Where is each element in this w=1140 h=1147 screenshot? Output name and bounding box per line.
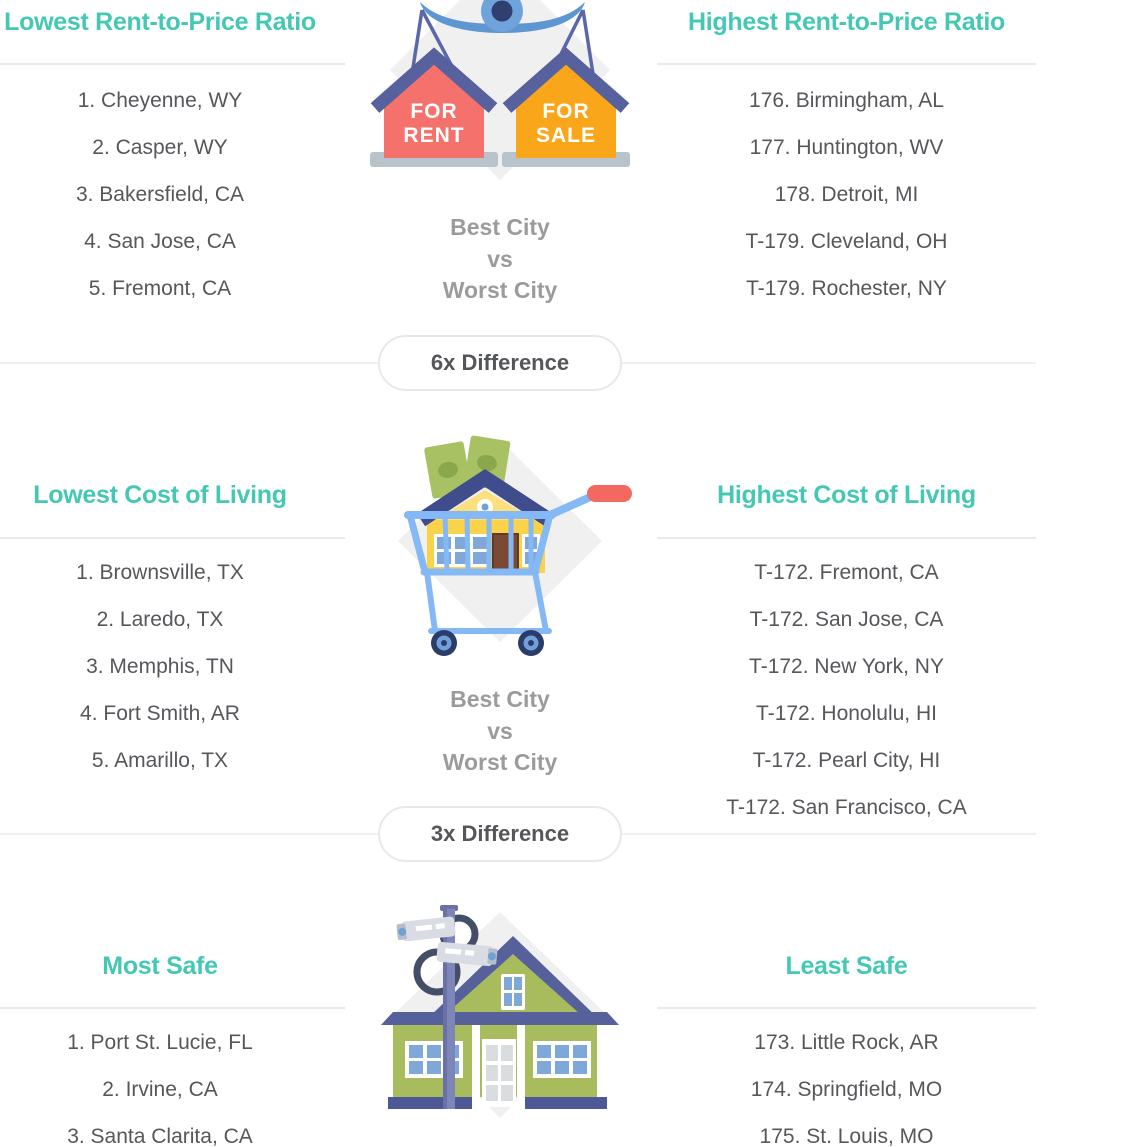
ranking-item: 3. Bakersfield, CA <box>75 183 245 206</box>
section2-difference-badge: 3x Difference <box>378 806 622 862</box>
versus-line: Best City <box>450 686 550 712</box>
section2-left-title: Lowest Cost of Living <box>33 481 287 509</box>
divider <box>0 63 345 65</box>
house-with-security-cameras-icon <box>355 878 645 1147</box>
section1-versus-label: Best City vs Worst City <box>340 212 660 307</box>
ranking-item: 177. Huntington, WV <box>749 136 944 159</box>
ranking-item: 1. Brownsville, TX <box>76 561 244 584</box>
section2-right-ranking-list: T-172. Fremont, CA T-172. San Jose, CA T… <box>657 549 1036 831</box>
ranking-item: 5. Amarillo, TX <box>91 749 229 772</box>
ranking-item: T-179. Rochester, NY <box>746 277 947 300</box>
ranking-item: T-172. San Francisco, CA <box>726 796 967 819</box>
ranking-item: 175. St. Louis, MO <box>759 1125 934 1147</box>
ranking-item: T-172. Honolulu, HI <box>756 702 937 725</box>
section1-right-title: Highest Rent-to-Price Ratio <box>688 8 1005 36</box>
ranking-item: 2. Laredo, TX <box>96 608 224 631</box>
for-sale-sign-line2: SALE <box>536 124 596 147</box>
divider <box>0 1007 345 1009</box>
section1-left-ranking-list: 1. Cheyenne, WY 2. Casper, WY 3. Bakersf… <box>0 77 320 312</box>
ranking-item: 173. Little Rock, AR <box>754 1031 939 1054</box>
divider <box>657 537 1036 539</box>
section3-right-title: Least Safe <box>785 952 908 980</box>
section1-right-ranking-list: 176. Birmingham, AL 177. Huntington, WV … <box>657 77 1036 312</box>
divider <box>0 537 345 539</box>
ranking-item: T-179. Cleveland, OH <box>745 230 948 253</box>
section3-left-ranking-list: 1. Port St. Lucie, FL 2. Irvine, CA 3. S… <box>0 1019 320 1147</box>
ranking-item: T-172. Fremont, CA <box>754 561 939 584</box>
ranking-item: T-172. San Jose, CA <box>749 608 944 631</box>
section3-left-title: Most Safe <box>102 952 218 980</box>
house-in-shopping-cart-icon <box>365 428 635 663</box>
section2-right-title: Highest Cost of Living <box>717 481 976 509</box>
ranking-item: T-172. Pearl City, HI <box>752 749 941 772</box>
versus-line: vs <box>487 245 513 272</box>
divider <box>657 63 1036 65</box>
section1-left-title: Lowest Rent-to-Price Ratio <box>4 8 316 36</box>
for-rent-sign-line1: FOR <box>410 100 457 123</box>
versus-line: Worst City <box>442 277 558 303</box>
ranking-item: 5. Fremont, CA <box>88 277 232 300</box>
ranking-item: 174. Springfield, MO <box>750 1078 943 1101</box>
section1-difference-badge: 6x Difference <box>378 335 622 391</box>
ranking-item: 2. Irvine, CA <box>102 1078 218 1101</box>
versus-line: Worst City <box>442 749 558 775</box>
ranking-item: 4. Fort Smith, AR <box>80 702 240 725</box>
versus-line: Best City <box>450 214 550 240</box>
ranking-item: 3. Memphis, TN <box>86 655 234 678</box>
for-rent-sign-line2: RENT <box>403 124 464 147</box>
ranking-item: 1. Port St. Lucie, FL <box>67 1031 253 1054</box>
versus-line: vs <box>487 717 513 744</box>
ranking-item: 176. Birmingham, AL <box>749 89 944 112</box>
divider <box>657 1007 1036 1009</box>
ranking-item: 3. Santa Clarita, CA <box>67 1125 253 1147</box>
section2-versus-label: Best City vs Worst City <box>340 684 660 779</box>
section3-right-ranking-list: 173. Little Rock, AR 174. Springfield, M… <box>657 1019 1036 1147</box>
ranking-item: 1. Cheyenne, WY <box>77 89 243 112</box>
ranking-item: T-172. New York, NY <box>749 655 944 678</box>
ranking-item: 178. Detroit, MI <box>774 183 919 206</box>
section2-left-ranking-list: 1. Brownsville, TX 2. Laredo, TX 3. Memp… <box>0 549 320 784</box>
for-sale-sign-line1: FOR <box>542 100 589 123</box>
balance-scale-for-rent-vs-for-sale-icon: FOR RENT FOR SALE <box>365 0 635 185</box>
ranking-item: 4. San Jose, CA <box>84 230 236 253</box>
ranking-item: 2. Casper, WY <box>92 136 228 159</box>
